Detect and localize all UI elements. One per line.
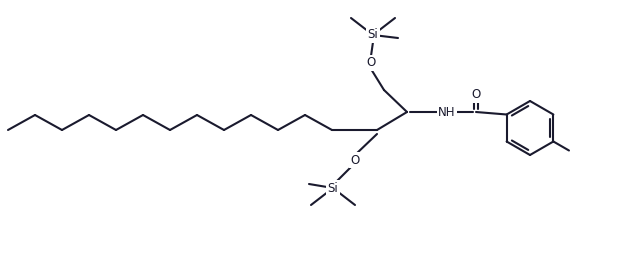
Text: O: O bbox=[350, 153, 360, 167]
Text: O: O bbox=[471, 88, 481, 102]
Text: Si: Si bbox=[368, 28, 379, 41]
Text: Si: Si bbox=[328, 181, 338, 194]
Text: O: O bbox=[367, 56, 375, 69]
Text: NH: NH bbox=[438, 105, 455, 118]
